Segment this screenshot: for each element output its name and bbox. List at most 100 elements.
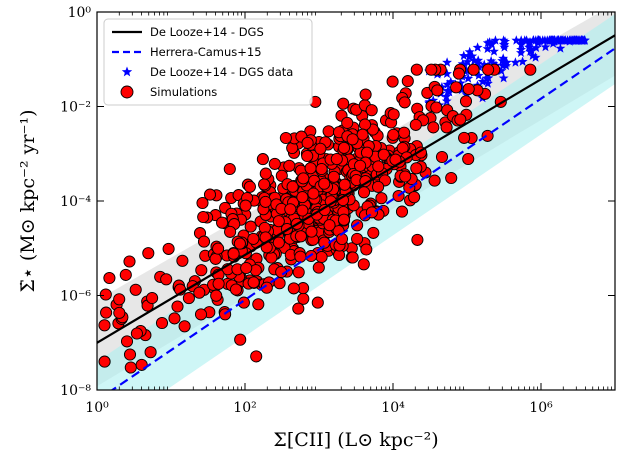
simulation-point: [227, 247, 240, 260]
simulation-point: [387, 108, 400, 121]
dgs-star-point: [489, 46, 499, 56]
y-tick-label: 10⁻⁸: [60, 383, 91, 399]
dgs-star-point: [462, 56, 473, 67]
simulation-point: [196, 196, 209, 210]
simulation-point: [315, 162, 328, 176]
simulation-point: [482, 63, 495, 76]
dgs-star-point: [464, 46, 475, 57]
simulation-point: [247, 276, 260, 289]
dgs-star-point: [456, 84, 467, 95]
simulation-point: [360, 146, 374, 159]
simulation-point: [103, 271, 116, 285]
simulation-point: [435, 150, 449, 164]
simulation-points: [98, 63, 537, 374]
legend: De Looze+14 - DGS Herrera-Camus+15 De Looz…: [103, 18, 313, 106]
dgs-star-point: [516, 35, 527, 45]
dgs-star-point: [473, 70, 484, 80]
simulation-point: [142, 247, 155, 260]
simulation-point: [462, 82, 475, 96]
simulation-point: [354, 159, 367, 172]
legend-swatch-circle: [120, 85, 134, 99]
x-tick-label: 10⁰: [85, 400, 109, 416]
simulation-point: [243, 180, 256, 193]
x-axis-label: Σ[CII] (L⊙ kpc⁻²): [273, 429, 438, 451]
simulation-point: [155, 316, 169, 330]
dgs-star-point: [482, 37, 493, 48]
simulation-point: [258, 178, 271, 191]
simulation-point: [294, 250, 307, 263]
simulation-point: [239, 199, 252, 212]
dgs-star-point: [473, 55, 484, 65]
simulation-point: [301, 149, 314, 163]
simulation-point: [387, 128, 400, 141]
simulation-point: [312, 261, 325, 274]
dgs-star-point: [531, 42, 542, 53]
legend-label: Simulations: [150, 85, 217, 99]
dgs-star-point: [511, 35, 522, 45]
simulation-point: [210, 289, 223, 302]
dgs-star-point: [526, 44, 537, 54]
dgs-star-point: [442, 57, 452, 67]
simulation-point: [327, 170, 340, 183]
simulation-point: [124, 361, 137, 374]
dgs-star-point: [524, 42, 534, 52]
simulation-point: [234, 333, 247, 346]
simulation-point: [292, 302, 305, 315]
simulation-point: [481, 129, 494, 142]
dgs-star-point: [510, 57, 521, 67]
simulation-point: [224, 225, 237, 238]
dgs-star-point: [482, 43, 493, 54]
y-tick-label: 10⁻⁶: [60, 289, 91, 305]
simulation-point: [294, 230, 307, 243]
simulation-point: [431, 84, 444, 97]
simulation-point: [322, 125, 335, 138]
simulation-point: [250, 350, 263, 363]
simulation-point: [395, 205, 409, 218]
simulation-point: [265, 251, 278, 264]
x-tick-label: 10²: [233, 400, 256, 416]
simulation-point: [346, 251, 359, 264]
dgs-star-point: [576, 35, 587, 45]
simulation-point: [229, 283, 243, 296]
dgs-star-point: [486, 55, 497, 66]
dgs-star-point: [498, 35, 509, 45]
simulation-point: [337, 141, 351, 154]
simulation-point: [259, 195, 272, 208]
simulation-point: [296, 204, 309, 217]
dgs-star-point: [555, 35, 566, 45]
simulation-point: [212, 242, 225, 255]
simulation-point: [160, 273, 173, 286]
dgs-star-point: [533, 35, 544, 45]
simulation-point: [411, 233, 424, 246]
dgs-star-point: [473, 58, 483, 68]
simulation-point: [307, 187, 320, 200]
simulation-point: [428, 174, 441, 187]
dgs-star-point: [481, 73, 492, 83]
simulation-point: [450, 81, 463, 94]
simulation-point: [212, 277, 225, 290]
dgs-star-point: [490, 35, 501, 45]
simulation-point: [193, 286, 206, 299]
simulation-point: [182, 292, 195, 305]
simulation-point: [359, 88, 372, 101]
simulation-point: [410, 63, 423, 76]
simulation-point: [283, 159, 296, 172]
simulation-point: [337, 97, 350, 110]
simulation-point: [330, 152, 343, 166]
dgs-star-point: [523, 37, 534, 48]
dgs-star-point: [571, 35, 582, 45]
simulation-point: [113, 306, 126, 319]
simulation-point: [440, 121, 453, 134]
simulation-point: [301, 136, 314, 149]
simulation-point: [247, 232, 260, 245]
dgs-star-point: [539, 35, 550, 45]
simulation-point: [341, 116, 354, 129]
simulation-point: [398, 126, 411, 139]
simulation-point: [372, 160, 385, 173]
dgs-star-point: [488, 58, 499, 68]
dgs-star-point: [461, 65, 472, 75]
y-axis-label: Σ̇⋆ (M⊙ kpc⁻² yr⁻¹): [17, 109, 39, 292]
dgs-star-point: [516, 47, 526, 57]
dgs-star-point: [457, 58, 468, 69]
